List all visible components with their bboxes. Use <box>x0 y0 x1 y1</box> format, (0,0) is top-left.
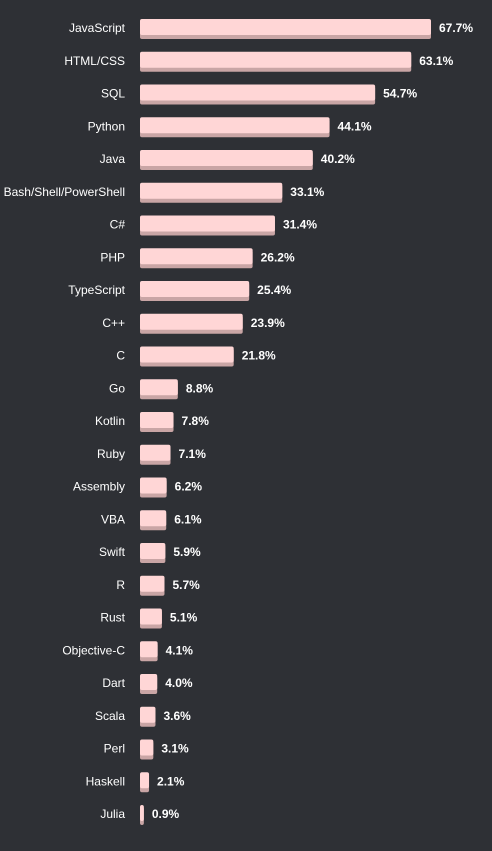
category-label: Go <box>109 381 125 395</box>
category-label: Haskell <box>86 774 125 788</box>
value-label: 4.0% <box>165 676 193 690</box>
bar <box>140 215 275 232</box>
value-label: 2.1% <box>157 774 185 788</box>
value-label: 33.1% <box>290 185 324 199</box>
bar <box>140 51 412 68</box>
value-label: 8.8% <box>186 381 214 395</box>
bar <box>140 19 431 35</box>
bar <box>140 641 158 658</box>
category-label: SQL <box>101 87 125 101</box>
bar <box>140 313 243 330</box>
category-label: Java <box>100 152 126 166</box>
category-label: Rust <box>100 611 125 625</box>
bar <box>140 575 165 592</box>
bar <box>140 805 144 821</box>
bar <box>140 281 250 297</box>
category-label: C <box>116 349 125 363</box>
value-label: 7.1% <box>179 447 207 461</box>
bar <box>140 84 376 101</box>
value-label: 25.4% <box>257 283 291 297</box>
bar <box>140 674 158 690</box>
category-label: Perl <box>104 742 125 756</box>
category-label: Ruby <box>97 447 125 461</box>
value-label: 63.1% <box>419 54 453 68</box>
value-label: 54.7% <box>383 87 417 101</box>
category-label: C++ <box>102 316 125 330</box>
bar <box>140 510 167 527</box>
category-label: Scala <box>95 709 125 723</box>
category-label: VBA <box>101 512 125 526</box>
value-label: 6.2% <box>175 480 203 494</box>
value-label: 44.1% <box>338 119 372 133</box>
bar <box>140 117 330 134</box>
bar <box>140 706 156 723</box>
value-label: 5.1% <box>170 611 198 625</box>
category-label: Objective-C <box>62 643 125 657</box>
bar <box>140 772 150 789</box>
value-label: 67.7% <box>439 21 473 35</box>
value-label: 4.1% <box>166 643 194 657</box>
category-label: Swift <box>99 545 126 559</box>
bar <box>140 346 234 363</box>
category-label: Assembly <box>73 480 125 494</box>
value-label: 21.8% <box>242 349 276 363</box>
bar <box>140 412 174 428</box>
value-label: 31.4% <box>283 218 317 232</box>
category-label: PHP <box>100 250 125 264</box>
bar <box>140 182 283 199</box>
bar <box>140 608 162 625</box>
bar <box>140 477 167 494</box>
bar <box>140 444 171 461</box>
value-label: 5.9% <box>173 545 201 559</box>
category-label: Dart <box>102 676 125 690</box>
category-label: Python <box>88 119 125 133</box>
bar <box>140 739 154 756</box>
value-label: 5.7% <box>173 578 201 592</box>
category-label: Julia <box>100 807 125 821</box>
bar <box>140 379 178 396</box>
category-label: Bash/Shell/PowerShell <box>4 185 125 199</box>
value-label: 3.1% <box>161 742 189 756</box>
category-label: C# <box>110 218 126 232</box>
value-label: 23.9% <box>251 316 285 330</box>
value-label: 0.9% <box>152 807 180 821</box>
category-label: JavaScript <box>69 21 126 35</box>
value-label: 6.1% <box>174 512 202 526</box>
value-label: 7.8% <box>182 414 210 428</box>
value-label: 26.2% <box>261 250 295 264</box>
category-label: R <box>116 578 125 592</box>
bar <box>140 248 253 265</box>
bars-group: JavaScript 67.7% HTML/CSS 63.1% SQL 54.7% Pyth… <box>4 19 473 825</box>
bar <box>140 543 166 559</box>
category-label: HTML/CSS <box>64 54 125 68</box>
category-label: TypeScript <box>68 283 125 297</box>
value-label: 3.6% <box>163 709 191 723</box>
value-label: 40.2% <box>321 152 355 166</box>
category-label: Kotlin <box>95 414 125 428</box>
bar <box>140 150 313 166</box>
